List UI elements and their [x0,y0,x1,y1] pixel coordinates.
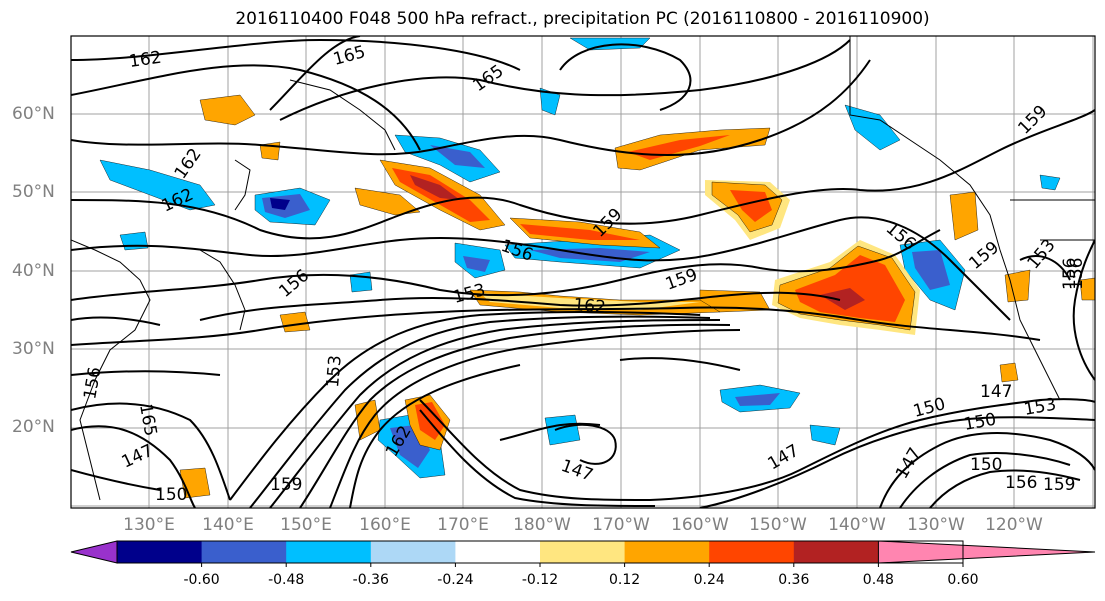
lat-label: 50°N [12,182,55,202]
contour-label: 156 [80,365,105,400]
contour-label: 165 [135,402,160,437]
contour-label: 147 [980,382,1012,402]
colorbar-tick-label: -0.48 [268,572,305,588]
map-title: 2016110400 F048 500 hPa refract., precip… [235,9,930,29]
lon-label: 160°E [359,515,411,535]
lat-label: 60°N [12,104,55,124]
lon-label: 150°W [749,515,807,535]
refractivity-contours [71,36,1095,508]
contour-label: 150 [155,485,187,505]
contour-label: 159 [1043,475,1075,495]
lat-label: 40°N [12,261,55,281]
map-frame [70,35,1096,509]
colorbar-tick-label: -0.60 [183,572,220,588]
lon-label: 140°E [202,515,254,535]
contour-label: 156 [1067,258,1087,290]
contour-label: 153 [1024,235,1060,273]
colorbar-tick-label: 0.12 [609,572,641,588]
contour-label: 153 [323,354,346,388]
lon-label: 160°W [671,515,729,535]
precipitation-shading [99,37,1095,499]
contour-label: 147 [765,441,803,475]
colorbar-tick-label: 0.24 [693,572,725,588]
lon-label: 180°W [513,515,571,535]
positive-anomaly-areas [179,94,1095,499]
lon-label: 130°W [907,515,965,535]
contour-label: 162 [573,295,607,318]
lon-label: 130°E [123,515,175,535]
lon-label: 150°E [280,515,332,535]
contour-label: 156 [498,236,535,266]
contour-label: 150 [962,410,997,435]
contour-label: 147 [119,441,157,473]
colorbar-tick-label: 0.60 [947,572,979,588]
contour-label: 162 [128,48,163,72]
contour-label: 156 [1060,258,1080,290]
lat-label: 20°N [12,417,55,437]
contour-label: 153 [1022,395,1057,420]
lon-label: 170°E [437,515,489,535]
lon-label: 140°W [828,515,886,535]
contour-label: 159 [1014,101,1051,138]
colorbar-tick-label: -0.12 [521,572,559,588]
contour-label: 156 [1005,473,1037,493]
lon-label: 120°W [985,515,1043,535]
contour-label: 159 [965,238,1003,274]
lat-label: 30°N [12,339,55,359]
colorbar-tick-label: 0.36 [778,572,810,588]
coastlines [71,36,1095,501]
contour-label: 159 [270,475,302,495]
contour-label: 147 [558,456,595,486]
colorbar-tick-label: -0.24 [437,572,474,588]
lon-label: 170°W [592,515,650,535]
contour-label: 165 [469,61,507,96]
colorbar-tick-label: -0.36 [352,572,389,588]
contour-label: 162 [171,145,206,183]
contour-label: 150 [911,394,948,422]
contour-label: 150 [970,455,1002,475]
colorbar-tick-label: 0.48 [862,572,894,588]
